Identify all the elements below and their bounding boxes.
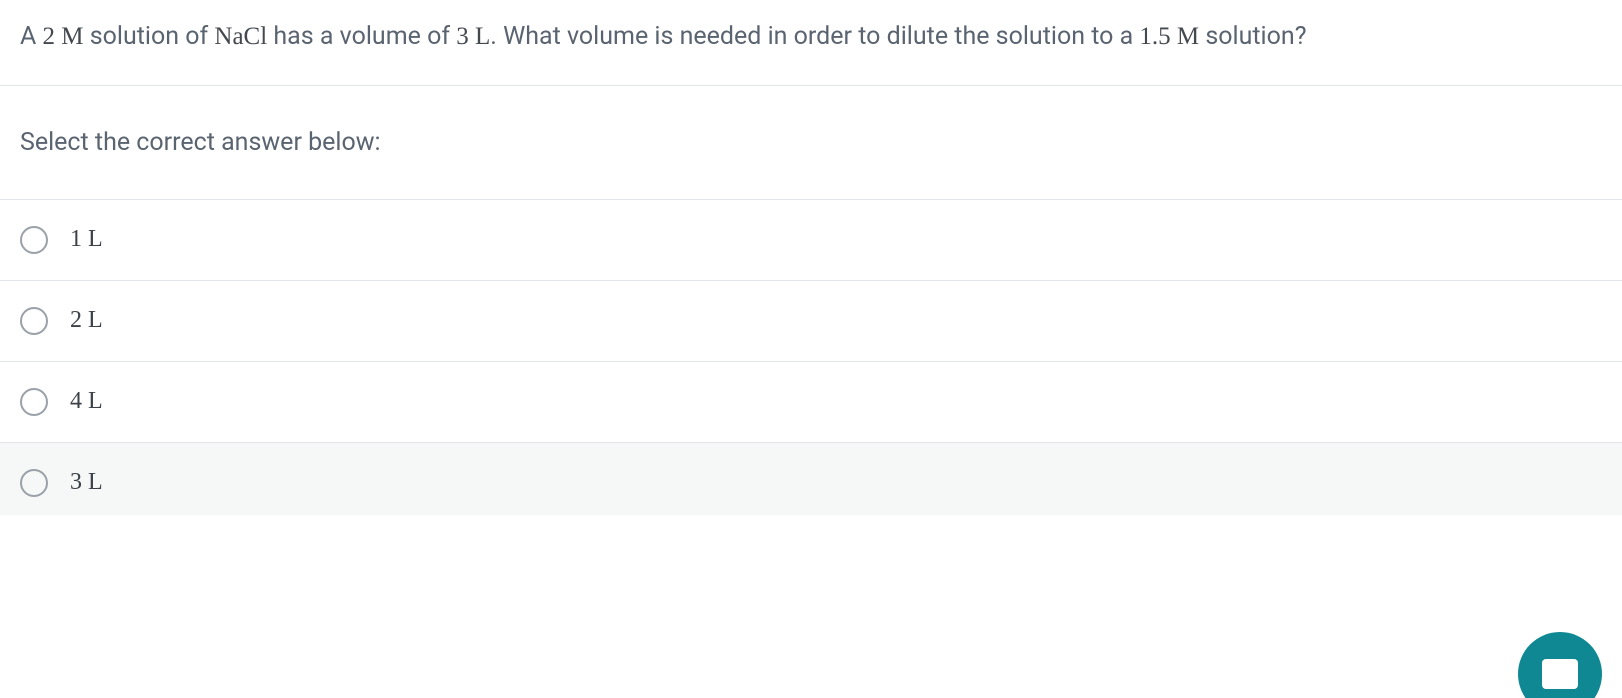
radio-icon[interactable] <box>20 388 48 416</box>
question-text-part: A <box>20 22 43 51</box>
question-text-part: . What volume is needed in order to dilu… <box>490 22 1139 51</box>
question-text-part: has a volume of <box>267 22 456 51</box>
chat-icon <box>1542 659 1578 689</box>
option-label: 2 L <box>70 307 103 334</box>
answer-option[interactable]: 3 L <box>0 443 1622 515</box>
question-text-part: solution? <box>1199 22 1306 51</box>
question-text-part: solution of <box>84 22 215 51</box>
answer-option[interactable]: 2 L <box>0 281 1622 362</box>
option-label: 4 L <box>70 388 103 415</box>
radio-icon[interactable] <box>20 226 48 254</box>
select-prompt: Select the correct answer below: <box>0 86 1622 200</box>
option-label: 3 L <box>70 469 103 496</box>
answer-option[interactable]: 1 L <box>0 200 1622 281</box>
question-volume: 3 L <box>456 23 490 50</box>
option-label: 1 L <box>70 226 103 253</box>
question-compound: NaCl <box>214 23 267 50</box>
chat-help-button[interactable] <box>1518 632 1602 698</box>
radio-icon[interactable] <box>20 307 48 335</box>
question-text: A 2 M solution of NaCl has a volume of 3… <box>0 0 1622 86</box>
answer-option[interactable]: 4 L <box>0 362 1622 443</box>
radio-icon[interactable] <box>20 469 48 497</box>
question-value-2: 1.5 M <box>1139 23 1199 50</box>
question-value-1: 2 M <box>43 23 84 50</box>
